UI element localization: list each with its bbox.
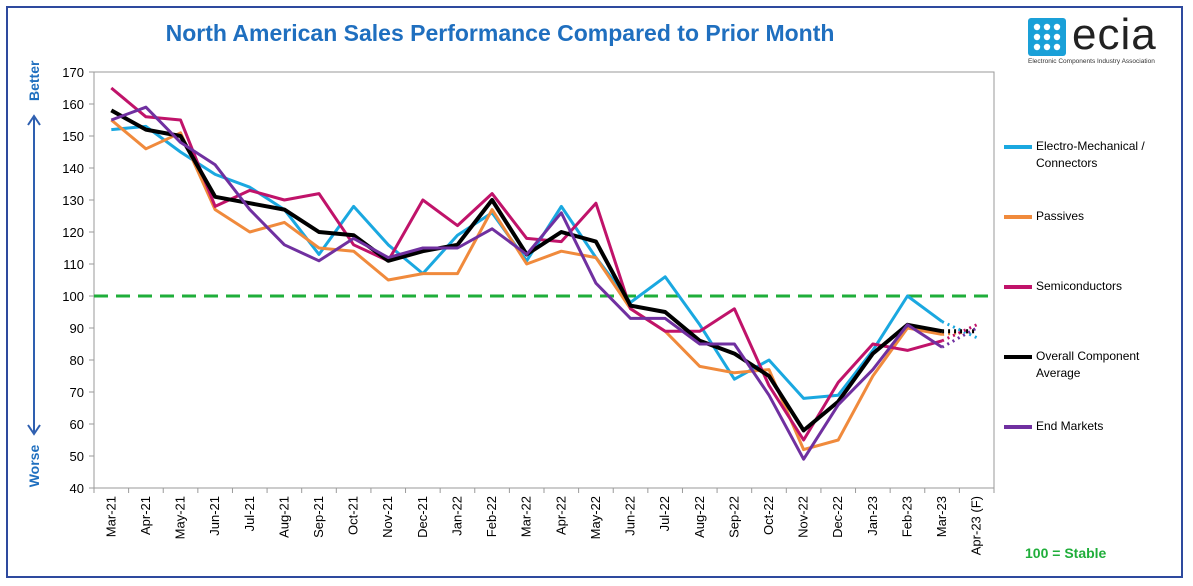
x-tick-label: Jan-22 <box>449 496 464 536</box>
x-tick-label: Aug-22 <box>692 496 707 538</box>
legend-swatch <box>1004 425 1032 429</box>
legend-label: Semiconductors <box>1036 279 1123 293</box>
y-tick-label: 50 <box>70 449 84 464</box>
x-tick-label: Apr-23 (F) <box>969 496 984 555</box>
ecia-logo-text: ecia <box>1072 10 1157 59</box>
x-tick-label: Dec-22 <box>830 496 845 538</box>
x-tick-label: Aug-21 <box>276 496 291 538</box>
y-tick-label: 100 <box>62 289 84 304</box>
x-tick-label: Apr-21 <box>138 496 153 535</box>
stable-note: 100 = Stable <box>1025 545 1107 561</box>
series-line <box>111 124 943 400</box>
y-tick-label: 130 <box>62 193 84 208</box>
y-tick-label: 80 <box>70 353 84 368</box>
x-tick-label: Oct-22 <box>761 496 776 535</box>
y-tick-label: 40 <box>70 481 84 496</box>
x-tick-label: May-21 <box>173 496 188 539</box>
ecia-logo-icon <box>1028 18 1066 56</box>
legend-swatch <box>1004 145 1032 149</box>
legend-label: Passives <box>1036 209 1085 223</box>
x-tick-label: Jul-22 <box>657 496 672 531</box>
series-line <box>110 105 943 461</box>
y-tick-label: 120 <box>62 225 84 240</box>
y-tick-label: 110 <box>63 257 84 272</box>
y-tick-label: 170 <box>62 65 84 80</box>
x-tick-label: Jan-23 <box>865 496 880 536</box>
y-tick-label: 150 <box>62 129 84 144</box>
x-tick-label: Apr-22 <box>553 496 568 535</box>
series-forecast-line <box>941 320 978 339</box>
series-line <box>110 118 943 452</box>
legend-swatch <box>1004 355 1032 359</box>
plot-area <box>93 71 995 489</box>
arrow-up-head <box>27 114 41 126</box>
y-tick-label: 90 <box>70 321 84 336</box>
y-tick-label: 60 <box>70 417 84 432</box>
y-tick-label: 160 <box>62 97 84 112</box>
y-tick-label: 70 <box>70 385 84 400</box>
x-tick-label: Sep-22 <box>726 496 741 538</box>
x-tick-label: Oct-21 <box>346 496 361 535</box>
x-tick-label: Mar-22 <box>519 496 534 537</box>
x-tick-label: Dec-21 <box>415 496 430 538</box>
chart-frame <box>6 6 1183 578</box>
ecia-logo: ecia Electronic Components Industry Asso… <box>1028 10 1168 68</box>
legend-label: Overall Component Average <box>1036 349 1140 380</box>
x-tick-label: Nov-21 <box>380 496 395 538</box>
x-tick-label: Jun-22 <box>623 496 638 536</box>
arrow-down-head <box>27 424 41 436</box>
legend-swatch <box>1004 215 1032 219</box>
chart-title: North American Sales Performance Compare… <box>165 20 835 46</box>
series-forecast-line <box>941 323 978 343</box>
x-tick-label: Mar-21 <box>103 496 118 537</box>
ecia-logo-subtitle: Electronic Components Industry Associati… <box>1028 58 1155 65</box>
legend-swatch <box>1004 285 1032 289</box>
x-tick-label: Jul-21 <box>242 496 257 531</box>
x-tick-label: Mar-23 <box>934 496 949 537</box>
x-tick-label: Sep-21 <box>311 496 326 538</box>
x-tick-label: Feb-22 <box>484 496 499 537</box>
series-line <box>110 108 943 433</box>
series-line <box>110 86 943 442</box>
legend-label: Electro-Mechanical / Connectors <box>1036 139 1145 170</box>
x-tick-label: Feb-23 <box>899 496 914 537</box>
series-forecast-line <box>941 326 978 349</box>
x-tick-label: Nov-22 <box>796 496 811 538</box>
x-tick-label: Jun-21 <box>207 496 222 536</box>
y-tick-label: 140 <box>62 161 84 176</box>
x-tick-label: May-22 <box>588 496 603 539</box>
legend-label: End Markets <box>1036 419 1104 433</box>
